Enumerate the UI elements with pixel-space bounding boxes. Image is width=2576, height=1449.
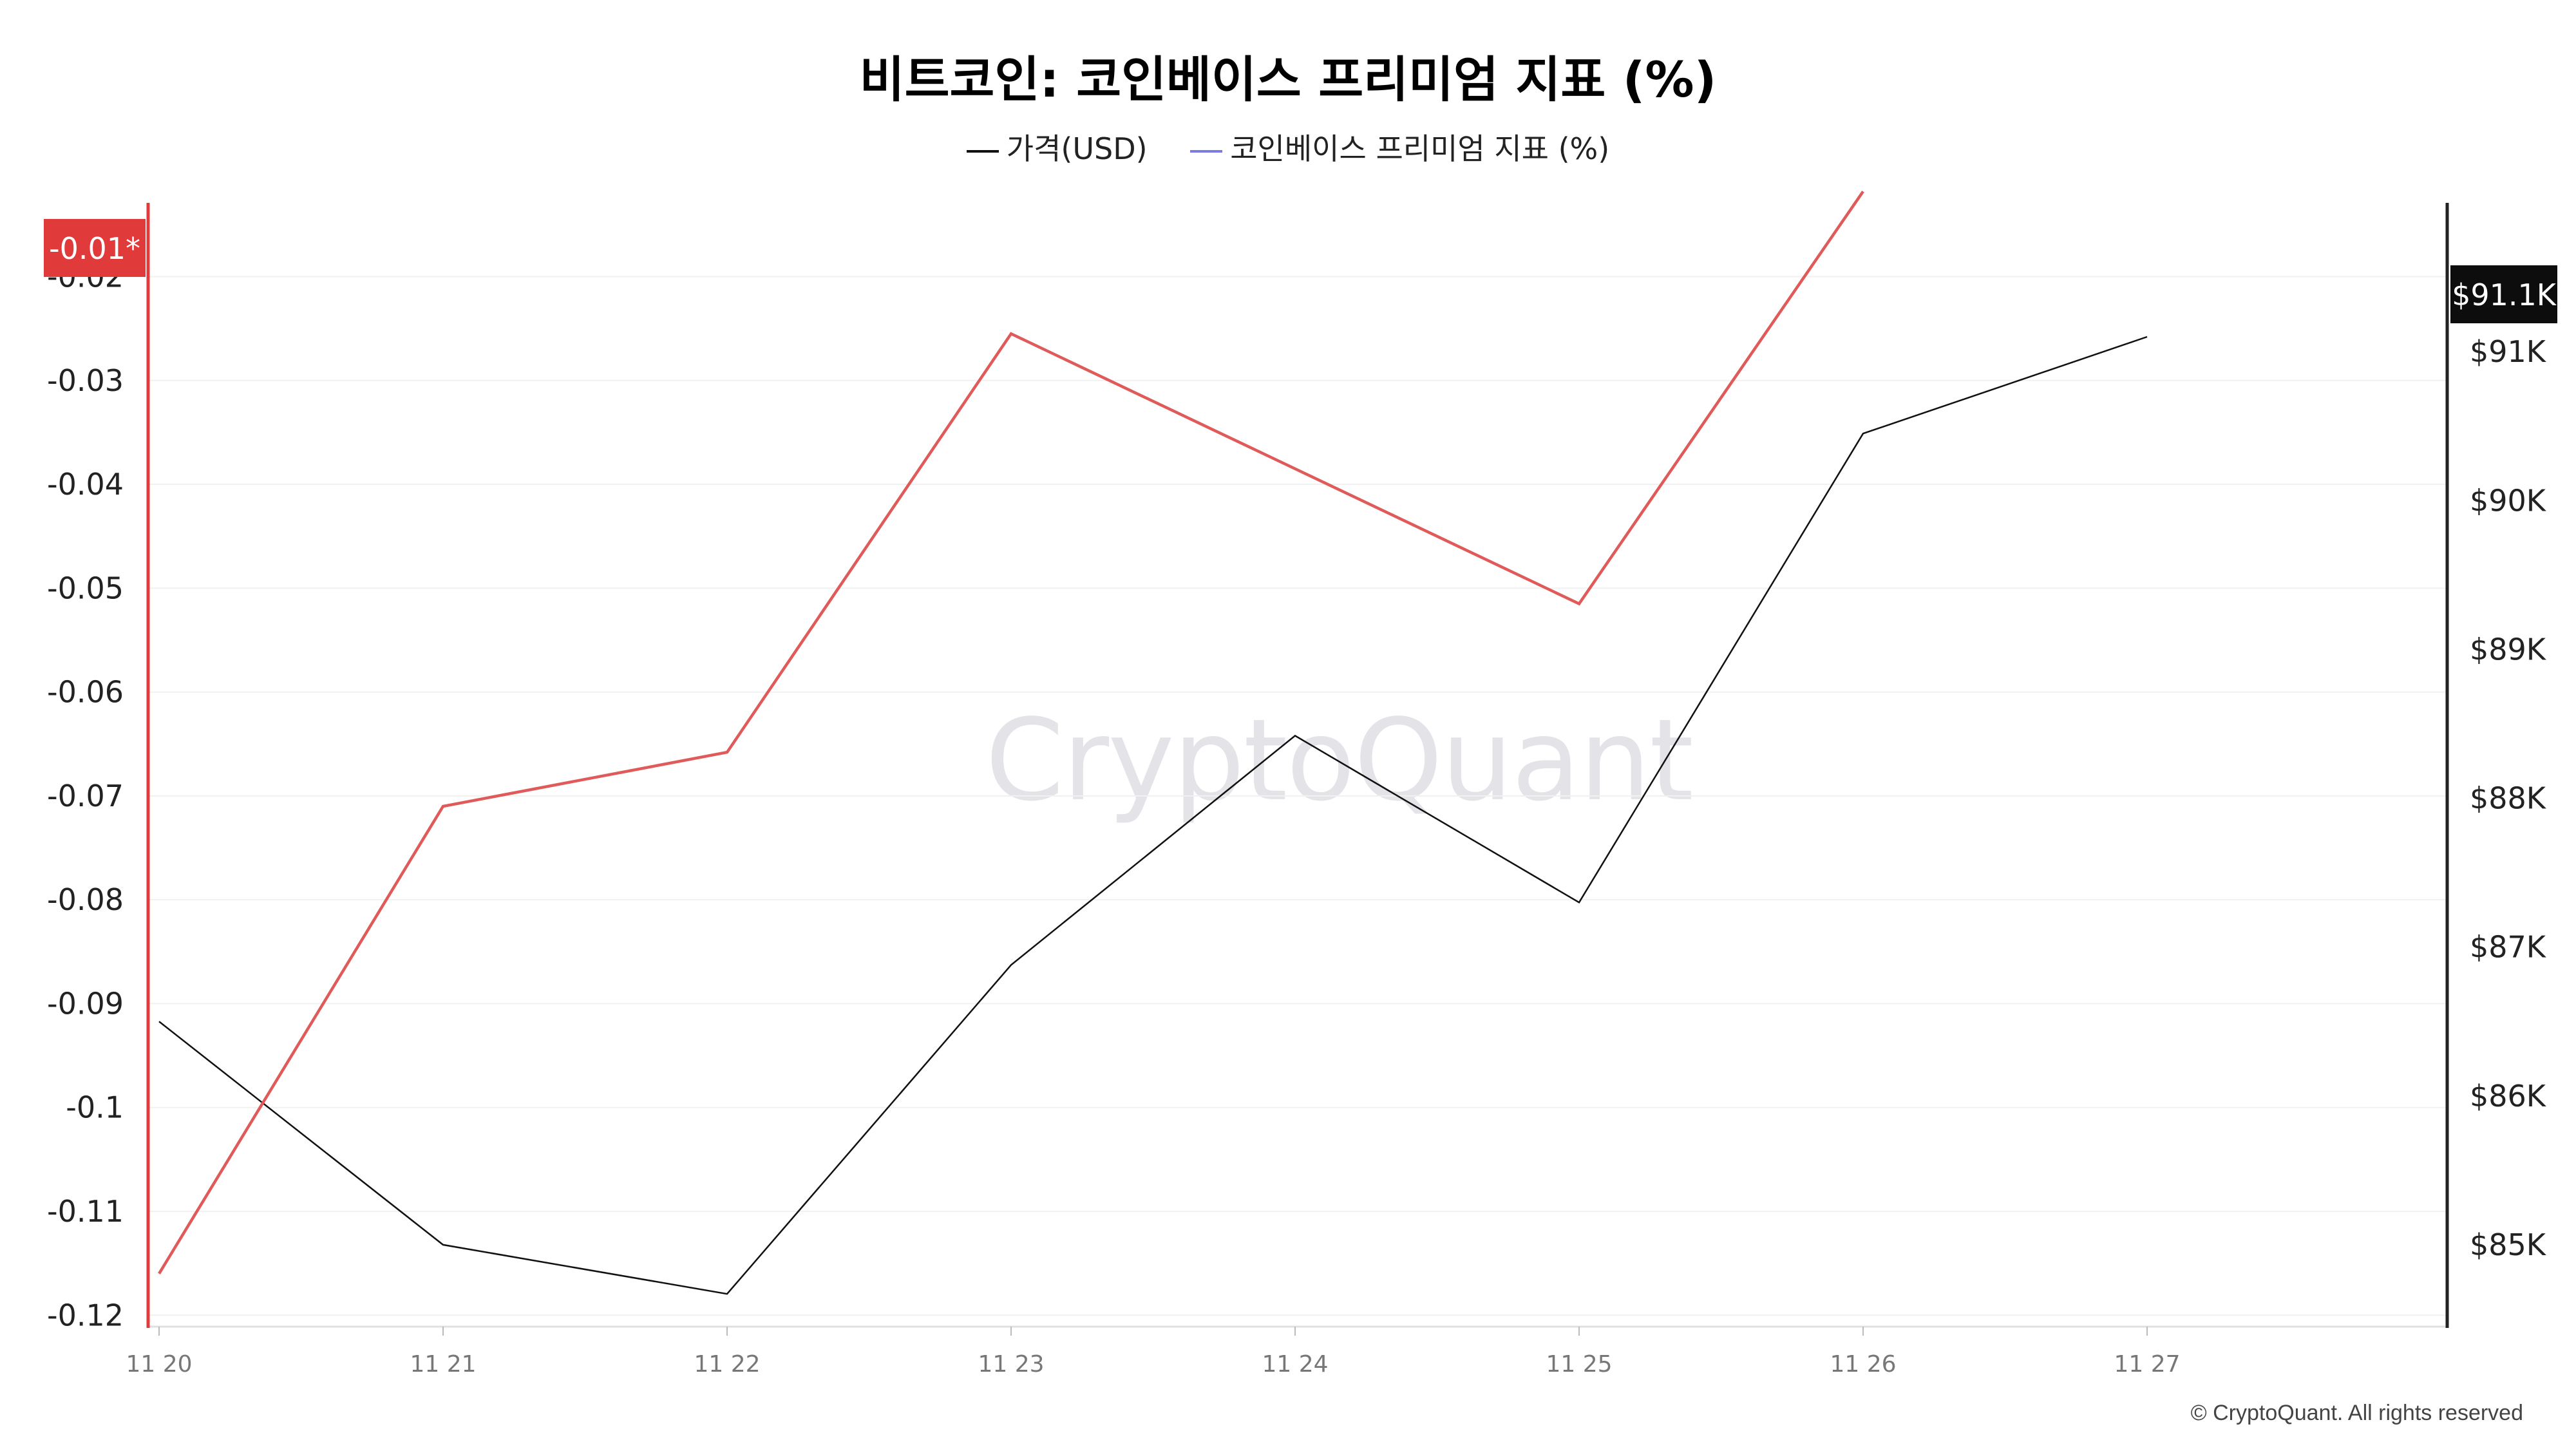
y-left-tick-label: -0.08 bbox=[47, 882, 124, 917]
y-right-tick-label: $91K bbox=[2470, 334, 2547, 369]
y-right-tick-label: $85K bbox=[2470, 1227, 2547, 1262]
x-tick-label: 11 21 bbox=[410, 1351, 476, 1378]
legend-swatch-price bbox=[966, 149, 999, 153]
x-tick-label: 11 23 bbox=[978, 1351, 1044, 1378]
series-line-premium bbox=[158, 191, 1864, 1274]
last-value-label-right: $91.1K bbox=[2452, 278, 2557, 312]
legend-label-premium: 코인베이스 프리미엄 지표 (%) bbox=[1230, 131, 1610, 166]
last-value-badge-right bbox=[2450, 265, 2557, 323]
last-value-badge-left bbox=[44, 219, 146, 277]
y-left-tick-label: -0.06 bbox=[47, 675, 124, 710]
last-value-label-left: -0.01* bbox=[49, 231, 140, 266]
y-left-tick-label: -0.07 bbox=[47, 779, 124, 813]
y-left-tick-label: -0.04 bbox=[47, 467, 124, 502]
legend-swatch-premium bbox=[1190, 149, 1223, 153]
y-left-tick-label: -0.09 bbox=[47, 986, 124, 1021]
chart-title: 비트코인: 코인베이스 프리미엄 지표 (%) bbox=[859, 51, 1717, 108]
x-tick-label: 11 26 bbox=[1830, 1351, 1896, 1378]
y-left-tick-label: -0.1 bbox=[66, 1090, 124, 1125]
series-line-price bbox=[158, 336, 2148, 1295]
x-tick-label: 11 27 bbox=[2114, 1351, 2180, 1378]
x-tick-label: 11 24 bbox=[1262, 1351, 1328, 1378]
y-right-tick-label: $87K bbox=[2470, 930, 2547, 965]
y-left-tick-label: -0.11 bbox=[47, 1194, 124, 1229]
legend-item-price[interactable]: 가격(USD) bbox=[966, 126, 1148, 168]
x-tick-label: 11 22 bbox=[694, 1351, 760, 1378]
legend-item-premium[interactable]: 코인베이스 프리미엄 지표 (%) bbox=[1190, 126, 1609, 168]
x-tick-label: 11 20 bbox=[126, 1351, 192, 1378]
legend: 가격(USD) 코인베이스 프리미엄 지표 (%) bbox=[0, 126, 2576, 168]
y-right-tick-label: $86K bbox=[2470, 1079, 2547, 1113]
x-tick-label: 11 25 bbox=[1546, 1351, 1612, 1378]
y-left-tick-label: -0.03 bbox=[47, 363, 124, 398]
y-left-tick-label: -0.12 bbox=[47, 1298, 124, 1332]
y-left-tick-label: -0.05 bbox=[47, 571, 124, 605]
copyright-text: © CryptoQuant. All rights reserved bbox=[2190, 1401, 2523, 1425]
y-right-tick-label: $89K bbox=[2470, 632, 2547, 667]
y-right-tick-label: $88K bbox=[2470, 781, 2547, 816]
legend-label-price: 가격(USD) bbox=[1006, 131, 1148, 166]
y-right-tick-label: $90K bbox=[2470, 483, 2547, 518]
